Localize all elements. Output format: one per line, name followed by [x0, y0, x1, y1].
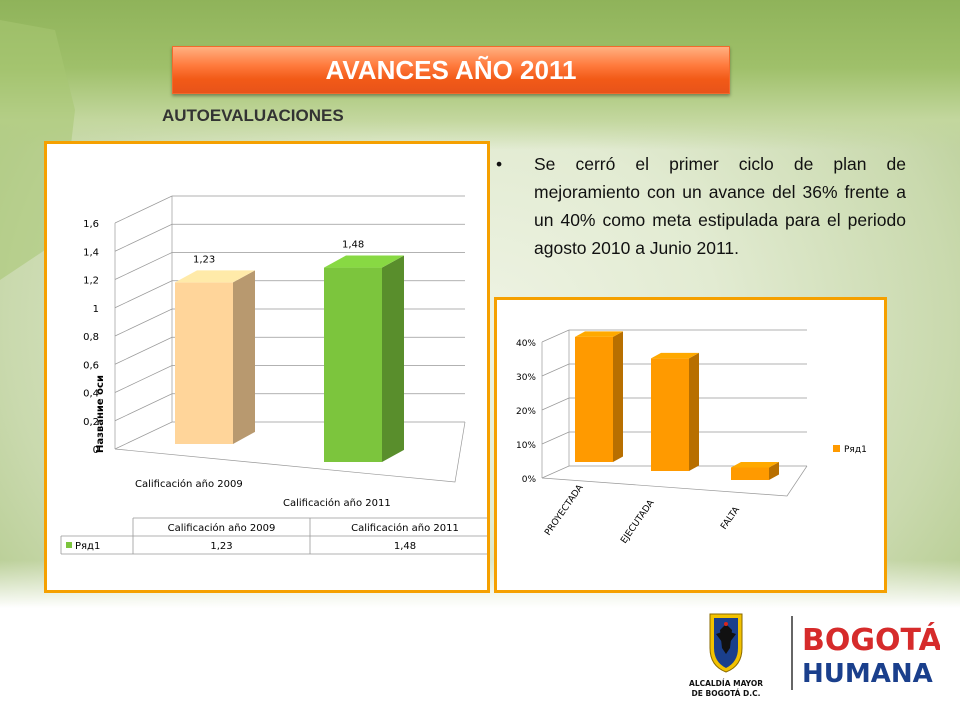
- chart-avance: 0% 10% 20% 30% 40% PROYECTADA EJECUTADA FALTA …: [494, 297, 887, 593]
- bar-proyectada-top: [575, 331, 623, 337]
- y-tick-label: 0%: [522, 475, 537, 485]
- y-tick-label: 0,6: [83, 360, 99, 371]
- bar-0: [175, 270, 255, 444]
- table-row-label: Ряд1: [75, 541, 100, 552]
- x-category-label: Calificación año 2011: [283, 497, 391, 509]
- chart-avance-svg: 0%10%20%30%40% PROYECTADA EJECUTADA FALTA …: [516, 329, 867, 546]
- x-category-label: Calificación año 2009: [135, 478, 243, 490]
- gridline: [114, 280, 465, 309]
- y-tick-label: 0: [93, 445, 99, 456]
- y-tick-label: 0,8: [83, 332, 99, 343]
- y-tick-label: 0,4: [83, 389, 99, 400]
- data-label: 1,23: [193, 254, 215, 265]
- gridline: [114, 393, 465, 422]
- bullet-text: Se cerró el primer ciclo de plan de mejo…: [534, 154, 906, 258]
- bullet-dot: •: [496, 154, 503, 174]
- coat-of-arms-icon: [709, 613, 743, 673]
- bogota-wordmark: BOGOTÁ: [802, 622, 940, 658]
- legend-label: Ряд1: [844, 445, 867, 455]
- legend-swatch: [833, 445, 840, 452]
- table-header: Calificación año 2011: [351, 522, 459, 534]
- y-tick-label: 1,6: [83, 219, 99, 230]
- y-tick-label: 1: [93, 304, 99, 315]
- table-cell: 1,48: [394, 541, 416, 552]
- bar-falta: [731, 461, 779, 480]
- bar-0-front: [175, 282, 233, 444]
- x-category-label: EJECUTADA: [619, 498, 657, 546]
- y-axis-title: Название оси: [95, 375, 106, 453]
- bar-1-side: [382, 255, 404, 462]
- floor-edge: [541, 465, 808, 497]
- x-category-label: PROYECTADA: [543, 482, 586, 537]
- bar-1-top: [324, 255, 404, 268]
- bar-proyectada-side: [613, 331, 623, 462]
- bullet-paragraph: • Se cerró el primer ciclo de plan de me…: [496, 150, 906, 262]
- bar-proyectada-front: [575, 336, 613, 462]
- bar-ejecutada-side: [689, 352, 699, 471]
- bogota-logo: ALCALDÍA MAYOR DE BOGOTÁ D.C. BOGOTÁ HUM…: [689, 613, 943, 698]
- gridline: [114, 336, 465, 365]
- gridline: [114, 252, 465, 280]
- y-tick-label: 1,4: [83, 247, 99, 258]
- gridline: [114, 308, 465, 337]
- y-tick-label: 1,2: [83, 276, 99, 287]
- bar-falta-side: [769, 461, 779, 480]
- table-legend-swatch: [66, 542, 72, 548]
- y-tick-label: 20%: [516, 407, 536, 417]
- logo-area: ALCALDÍA MAYOR DE BOGOTÁ D.C. BOGOTÁ HUM…: [680, 608, 943, 704]
- chart-calificacion: 0 0,2 0,4 0,6 0,8 1 1,2 1,4 1,6 Название оси 1,2…: [44, 141, 501, 593]
- floor-edge: [114, 421, 466, 483]
- bar-ejecutada: [651, 352, 699, 471]
- gridline: [114, 421, 465, 450]
- gridline: [114, 195, 465, 224]
- y-tick-label: 0,2: [83, 417, 99, 428]
- bar-falta-top: [731, 461, 779, 468]
- bar-0-top: [175, 270, 255, 283]
- bar-0-side: [233, 270, 255, 444]
- bar-1-front: [324, 267, 382, 462]
- humana-wordmark: HUMANA: [802, 659, 933, 689]
- data-label: 1,48: [342, 240, 364, 251]
- slide-subtitle: AUTOEVALUACIONES: [162, 106, 344, 125]
- bar-1: [324, 255, 404, 462]
- table-header: Calificación año 2009: [168, 522, 276, 534]
- slide-title: AVANCES AÑO 2011: [172, 46, 730, 94]
- y-tick-label: 40%: [516, 339, 536, 349]
- bar-falta-front: [731, 467, 769, 480]
- alcaldia-line2: DE BOGOTÁ D.C.: [692, 689, 761, 698]
- y-tick-label: 10%: [516, 441, 536, 451]
- y-tick-label: 30%: [516, 373, 536, 383]
- gridline: [114, 365, 465, 393]
- x-category-label: FALTA: [719, 505, 742, 532]
- chart-calificacion-svg: 0 0,2 0,4 0,6 0,8 1 1,2 1,4 1,6 Название оси 1,2…: [60, 195, 501, 555]
- bar-proyectada: [575, 331, 623, 462]
- gridline: [114, 223, 465, 252]
- bar-ejecutada-top: [651, 352, 699, 359]
- bar-ejecutada-front: [651, 358, 689, 471]
- alcaldia-line1: ALCALDÍA MAYOR: [689, 679, 763, 688]
- table-cell: 1,23: [210, 541, 232, 552]
